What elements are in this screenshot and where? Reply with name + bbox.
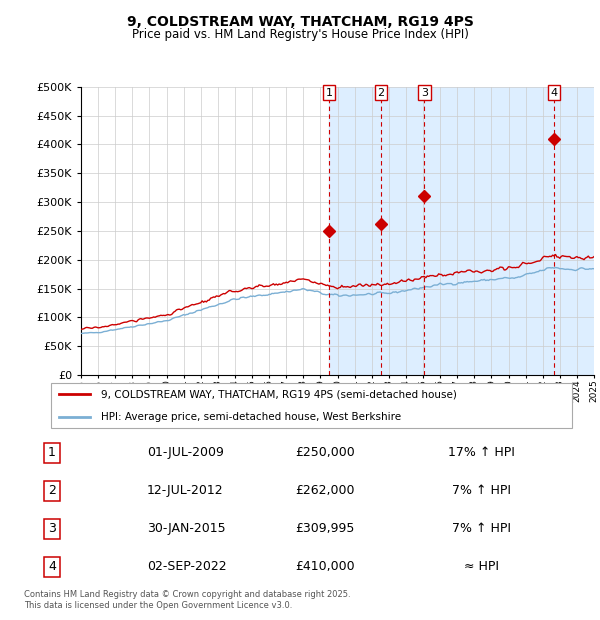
Text: 12-JUL-2012: 12-JUL-2012: [147, 484, 223, 497]
Text: 1: 1: [325, 87, 332, 97]
Text: 7% ↑ HPI: 7% ↑ HPI: [452, 484, 511, 497]
Text: 3: 3: [48, 523, 56, 536]
Text: 4: 4: [48, 560, 56, 574]
Bar: [329, 87, 594, 375]
Text: 3: 3: [421, 87, 428, 97]
Text: £262,000: £262,000: [296, 484, 355, 497]
FancyBboxPatch shape: [50, 383, 572, 428]
Text: 17% ↑ HPI: 17% ↑ HPI: [448, 446, 515, 459]
Text: 9, COLDSTREAM WAY, THATCHAM, RG19 4PS: 9, COLDSTREAM WAY, THATCHAM, RG19 4PS: [127, 16, 473, 30]
Text: 2: 2: [48, 484, 56, 497]
Text: 30-JAN-2015: 30-JAN-2015: [147, 523, 226, 536]
Text: £250,000: £250,000: [295, 446, 355, 459]
Text: 1: 1: [48, 446, 56, 459]
Text: 7% ↑ HPI: 7% ↑ HPI: [452, 523, 511, 536]
Text: 02-SEP-2022: 02-SEP-2022: [147, 560, 226, 574]
Text: Price paid vs. HM Land Registry's House Price Index (HPI): Price paid vs. HM Land Registry's House …: [131, 28, 469, 41]
Text: 4: 4: [551, 87, 558, 97]
Text: ≈ HPI: ≈ HPI: [464, 560, 499, 574]
Text: 9, COLDSTREAM WAY, THATCHAM, RG19 4PS (semi-detached house): 9, COLDSTREAM WAY, THATCHAM, RG19 4PS (s…: [101, 389, 457, 399]
Text: £410,000: £410,000: [296, 560, 355, 574]
Text: HPI: Average price, semi-detached house, West Berkshire: HPI: Average price, semi-detached house,…: [101, 412, 401, 422]
Text: 01-JUL-2009: 01-JUL-2009: [147, 446, 224, 459]
Text: 2: 2: [377, 87, 385, 97]
Text: Contains HM Land Registry data © Crown copyright and database right 2025.
This d: Contains HM Land Registry data © Crown c…: [24, 590, 350, 609]
Text: £309,995: £309,995: [296, 523, 355, 536]
